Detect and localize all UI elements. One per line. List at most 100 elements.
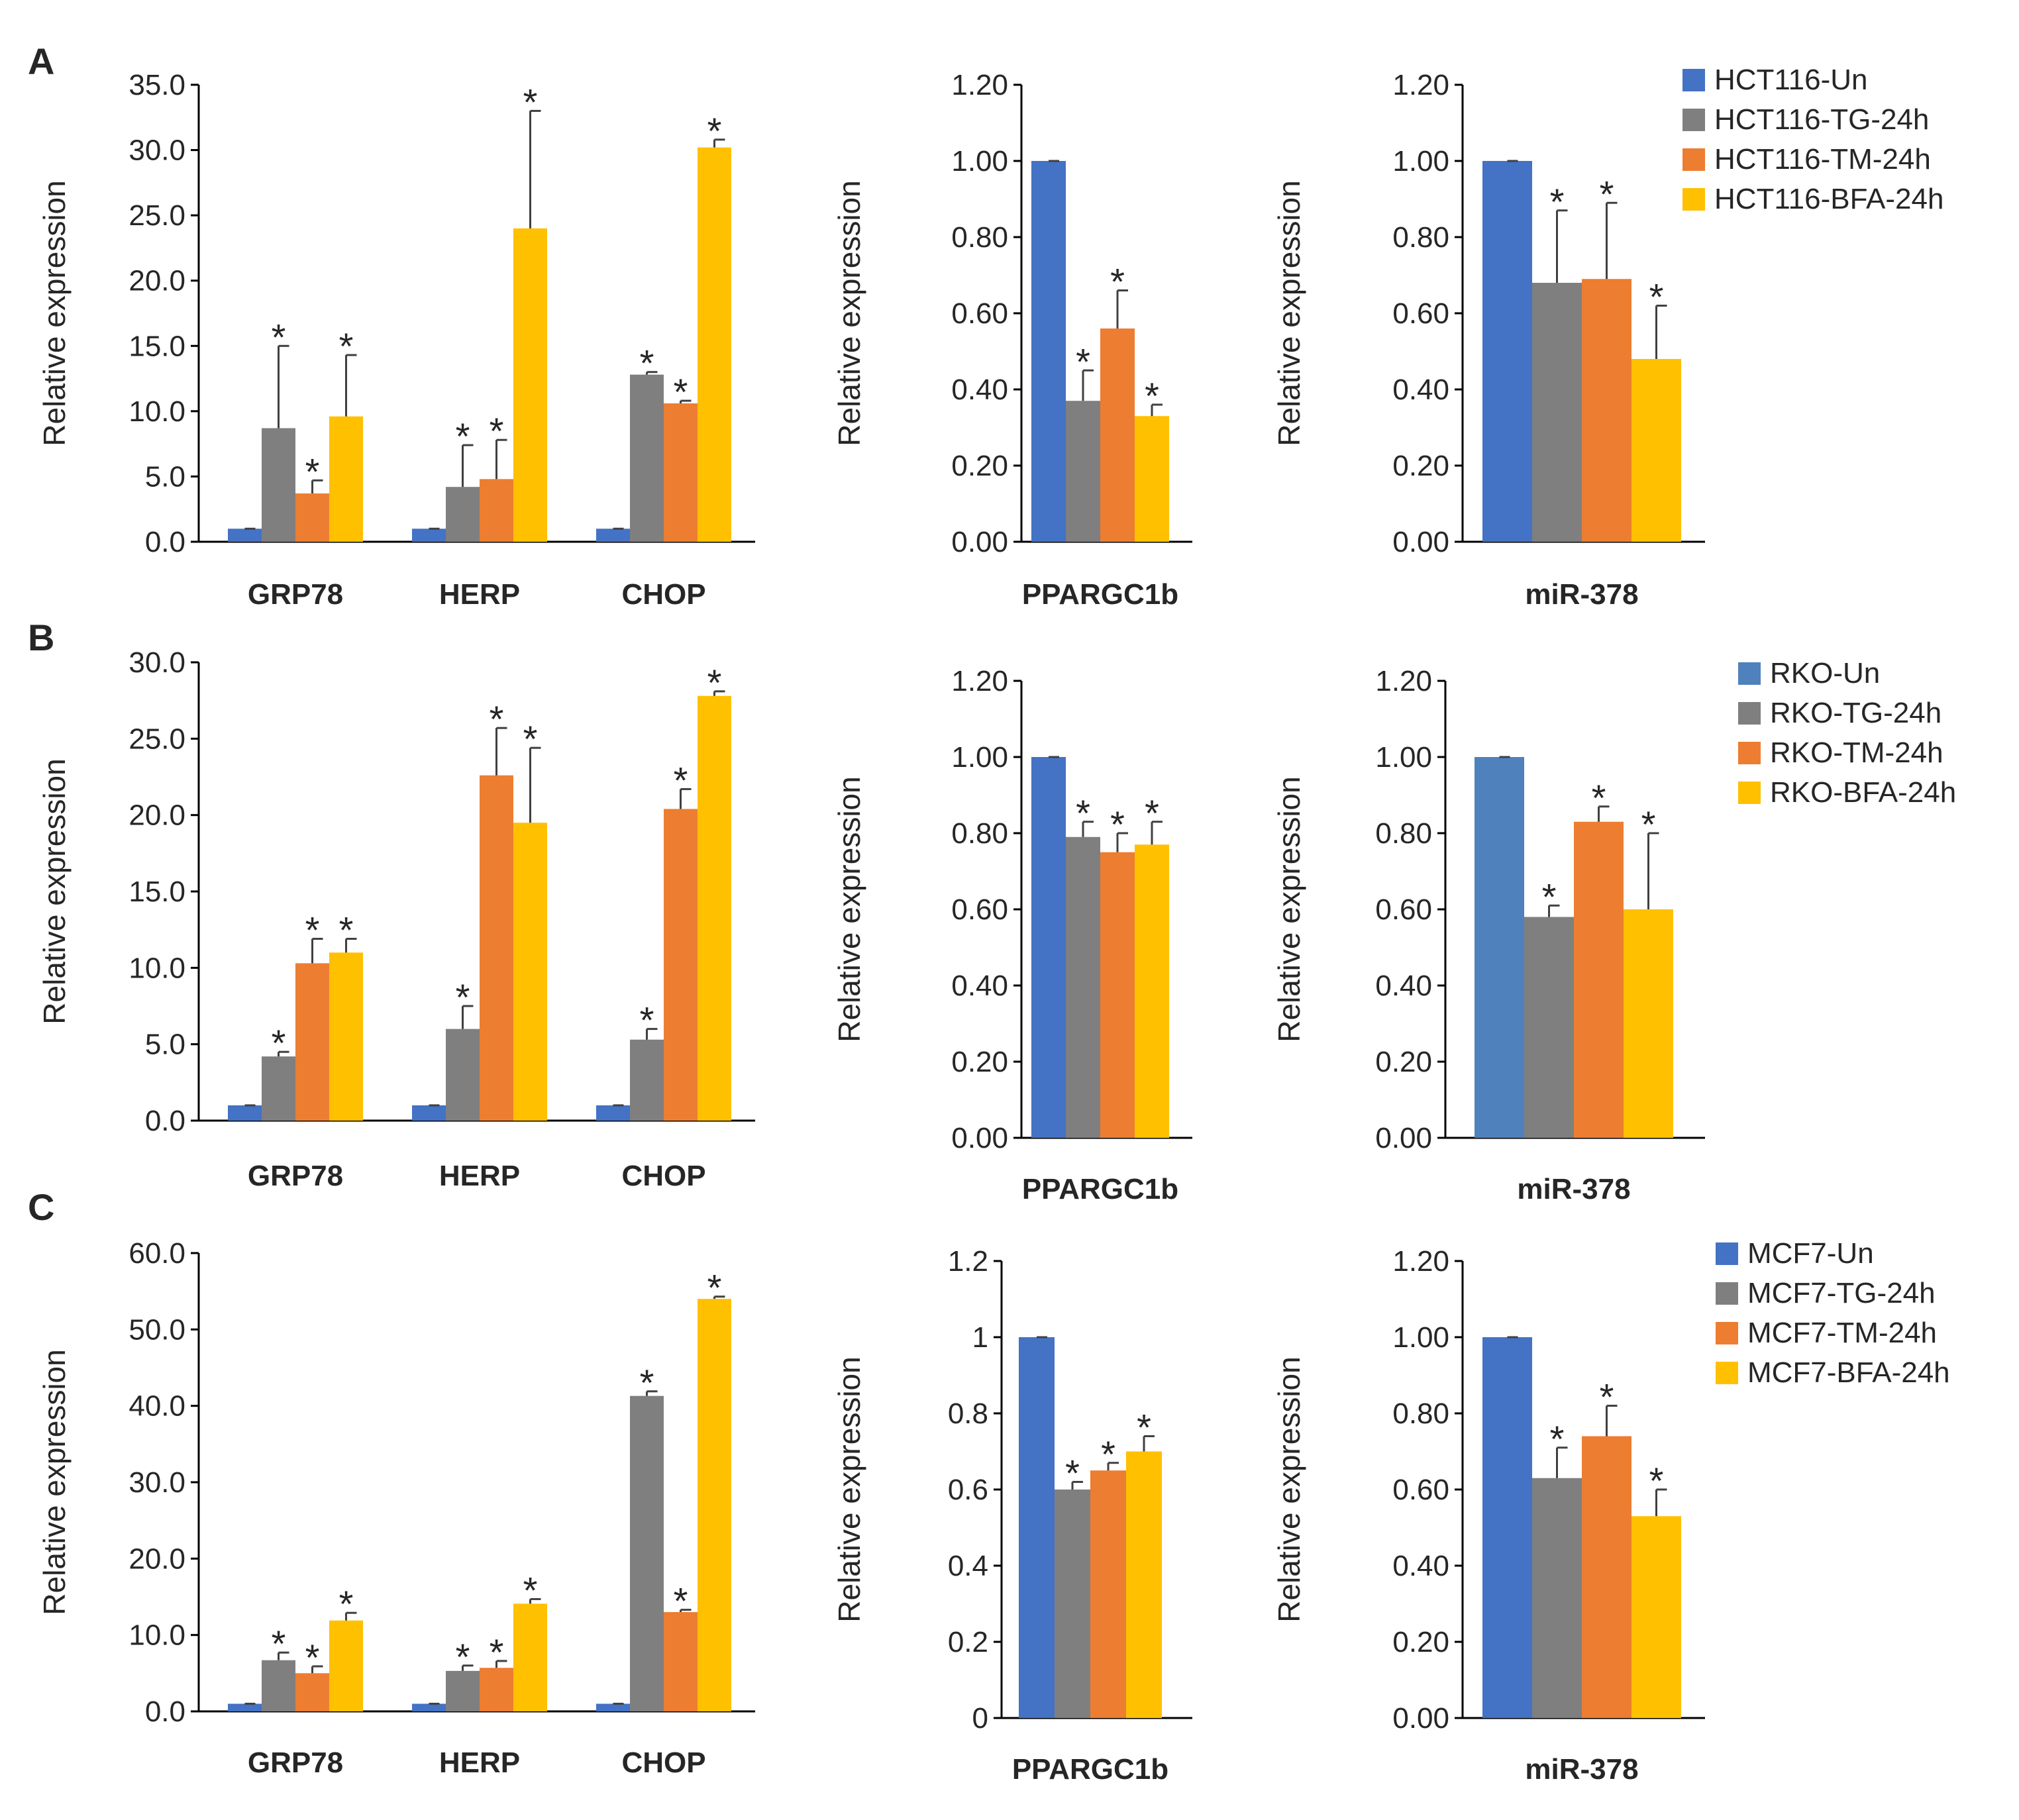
y-tick-label: 0.20: [951, 1046, 1008, 1078]
chart-B-ER-stress: 0.0 5.0 10.0 15.0 20.0 25.0 30.0 Relative expre…: [37, 646, 755, 1192]
bar-RKO-BFA-24h-miR-378: [1624, 909, 1673, 1138]
y-tick-label: 25.0: [129, 199, 185, 232]
bar-RKO-Un-HERP: [412, 1105, 446, 1121]
y-tick-label: 1: [972, 1321, 988, 1354]
significance-star: *: [1600, 173, 1614, 215]
y-tick-label: 10.0: [129, 395, 185, 428]
legend-label: MCF7-TM-24h: [1747, 1317, 1937, 1349]
bar-HCT116-TG-24h-miR-378: [1532, 283, 1582, 542]
y-tick-label: 0.60: [1392, 1474, 1449, 1506]
y-tick-label: 50.0: [129, 1313, 185, 1346]
bar-RKO-BFA-24h-CHOP: [698, 695, 731, 1121]
significance-star: *: [1550, 181, 1565, 223]
bar-MCF7-Un-HERP: [412, 1703, 446, 1711]
bar-MCF7-TM-24h-HERP: [480, 1668, 513, 1711]
chart-B-PPARGC1b: 0.00 0.20 0.40 0.60 0.80 1.00 1.20 Relative exp…: [832, 665, 1192, 1205]
bar-RKO-BFA-24h-PPARGC1b: [1135, 844, 1169, 1138]
bar-MCF7-BFA-24h-HERP: [513, 1603, 547, 1711]
y-tick-label: 0.60: [951, 297, 1008, 330]
legend-A: HCT116-Un HCT116-TG-24h HCT116-TM-24h HCT11…: [1682, 64, 1943, 215]
significance-star: *: [523, 1569, 538, 1611]
y-tick-label: 0.40: [1392, 374, 1449, 406]
bar-MCF7-TG-24h-HERP: [446, 1670, 480, 1711]
category-label: GRP78: [248, 1746, 343, 1779]
y-tick-label: 15.0: [129, 330, 185, 362]
bar-RKO-BFA-24h-HERP: [513, 823, 547, 1121]
significance-star: *: [1592, 777, 1606, 819]
bar-MCF7-Un-miR-378: [1482, 1337, 1532, 1718]
y-tick-label: 0.20: [951, 450, 1008, 482]
significance-star: *: [640, 999, 654, 1041]
y-tick-label: 0.2: [948, 1626, 988, 1658]
significance-star: *: [1065, 1452, 1080, 1494]
significance-star: *: [1076, 340, 1090, 382]
category-label: CHOP: [621, 1160, 705, 1192]
bar-MCF7-TG-24h-GRP78: [262, 1660, 295, 1711]
y-tick-label: 0.00: [1375, 1122, 1432, 1154]
y-tick-label: 0.8: [948, 1397, 988, 1430]
y-tick-label: 10.0: [129, 1619, 185, 1652]
bar-MCF7-TG-24h-miR-378: [1532, 1478, 1582, 1718]
significance-star: *: [1542, 876, 1557, 917]
bar-MCF7-TG-24h-CHOP: [630, 1395, 664, 1711]
y-tick-label: 1.00: [951, 145, 1008, 177]
bar-HCT116-Un-GRP78: [228, 529, 262, 542]
significance-star: *: [272, 1022, 286, 1064]
y-tick-label: 40.0: [129, 1390, 185, 1423]
y-tick-label: 0: [972, 1702, 988, 1735]
significance-star: *: [305, 909, 320, 951]
significance-star: *: [640, 342, 654, 384]
bar-MCF7-TM-24h-PPARGC1b: [1090, 1470, 1126, 1718]
significance-star: *: [674, 1580, 688, 1622]
y-tick-label: 0.80: [1392, 221, 1449, 254]
significance-star: *: [707, 1267, 722, 1309]
y-tick-label: 1.00: [1392, 1321, 1449, 1354]
bar-MCF7-TG-24h-PPARGC1b: [1055, 1490, 1090, 1718]
legend-label: RKO-TM-24h: [1770, 736, 1943, 769]
category-label: PPARGC1b: [1022, 578, 1178, 611]
bar-HCT116-Un-miR-378: [1482, 161, 1532, 542]
significance-star: *: [640, 1362, 654, 1403]
significance-star: *: [456, 1636, 470, 1678]
y-tick-label: 15.0: [129, 876, 185, 908]
significance-star: *: [339, 1583, 354, 1625]
significance-star: *: [674, 759, 688, 801]
bar-RKO-TG-24h-miR-378: [1524, 917, 1574, 1138]
significance-star: *: [523, 81, 538, 123]
y-tick-label: 30.0: [129, 646, 185, 679]
y-tick-label: 0.0: [145, 1105, 185, 1137]
y-tick-label: 0.6: [948, 1474, 988, 1506]
bar-HCT116-TM-24h-HERP: [480, 479, 513, 542]
y-tick-label: 0.60: [1392, 297, 1449, 330]
legend-swatch: [1738, 742, 1761, 764]
bar-RKO-Un-CHOP: [596, 1105, 630, 1121]
bar-HCT116-TM-24h-miR-378: [1582, 279, 1631, 542]
bar-HCT116-TM-24h-GRP78: [295, 493, 329, 542]
y-tick-label: 0.60: [951, 893, 1008, 926]
bar-RKO-TM-24h-miR-378: [1574, 821, 1624, 1138]
y-tick-label: 1.00: [951, 741, 1008, 774]
y-tick-label: 1.20: [1375, 665, 1432, 697]
y-tick-label: 0.80: [1375, 817, 1432, 850]
bar-MCF7-BFA-24h-GRP78: [329, 1620, 363, 1711]
panel-letter-b: B: [28, 617, 54, 658]
y-tick-label: 0.40: [951, 374, 1008, 406]
significance-star: *: [1076, 792, 1090, 834]
significance-star: *: [707, 110, 722, 152]
y-tick-label: 20.0: [129, 799, 185, 832]
bar-HCT116-TG-24h-HERP: [446, 487, 480, 542]
significance-star: *: [339, 325, 354, 367]
bar-MCF7-TM-24h-miR-378: [1582, 1436, 1631, 1718]
significance-star: *: [1550, 1418, 1565, 1460]
y-tick-label: 0.00: [951, 1122, 1008, 1154]
legend-swatch: [1682, 188, 1705, 211]
y-tick-label: 0.00: [951, 526, 1008, 558]
significance-star: *: [1101, 1433, 1115, 1475]
significance-star: *: [272, 1623, 286, 1664]
bar-RKO-TM-24h-PPARGC1b: [1100, 852, 1135, 1138]
significance-star: *: [490, 410, 504, 452]
significance-star: *: [339, 909, 354, 951]
legend-swatch: [1682, 148, 1705, 171]
